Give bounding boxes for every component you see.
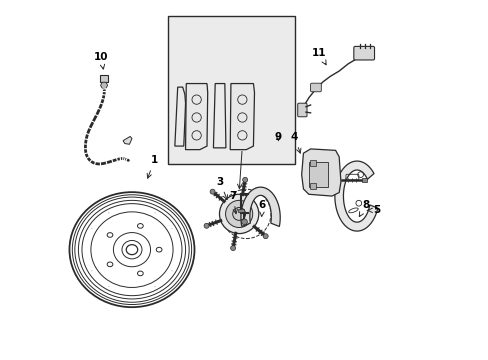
Bar — [167, 16, 294, 164]
Polygon shape — [185, 84, 207, 150]
Circle shape — [230, 246, 235, 251]
Circle shape — [219, 194, 258, 234]
Text: 8: 8 — [359, 200, 369, 217]
Polygon shape — [241, 187, 280, 226]
Text: 10: 10 — [94, 52, 108, 69]
Bar — [238, 208, 244, 212]
Bar — [309, 183, 315, 189]
Polygon shape — [301, 149, 340, 196]
Polygon shape — [334, 161, 377, 231]
Circle shape — [242, 177, 247, 182]
Text: 2: 2 — [237, 136, 246, 189]
Circle shape — [210, 189, 215, 194]
Text: 1: 1 — [147, 156, 158, 178]
Bar — [100, 75, 108, 82]
Text: 5: 5 — [366, 205, 380, 215]
Circle shape — [241, 219, 247, 225]
Circle shape — [203, 223, 209, 228]
Polygon shape — [123, 136, 132, 144]
FancyBboxPatch shape — [310, 83, 321, 92]
Polygon shape — [230, 84, 254, 150]
Text: 3: 3 — [216, 177, 227, 199]
Bar — [309, 160, 315, 166]
Circle shape — [225, 201, 252, 228]
Bar — [308, 162, 328, 187]
Text: 7: 7 — [229, 191, 237, 214]
FancyBboxPatch shape — [297, 103, 306, 117]
Text: 6: 6 — [258, 200, 265, 216]
Text: 4: 4 — [290, 132, 300, 153]
FancyBboxPatch shape — [353, 46, 374, 60]
Text: 11: 11 — [312, 48, 326, 65]
Bar — [361, 178, 366, 182]
Text: 9: 9 — [274, 132, 282, 142]
Polygon shape — [101, 82, 107, 89]
Circle shape — [263, 234, 267, 239]
